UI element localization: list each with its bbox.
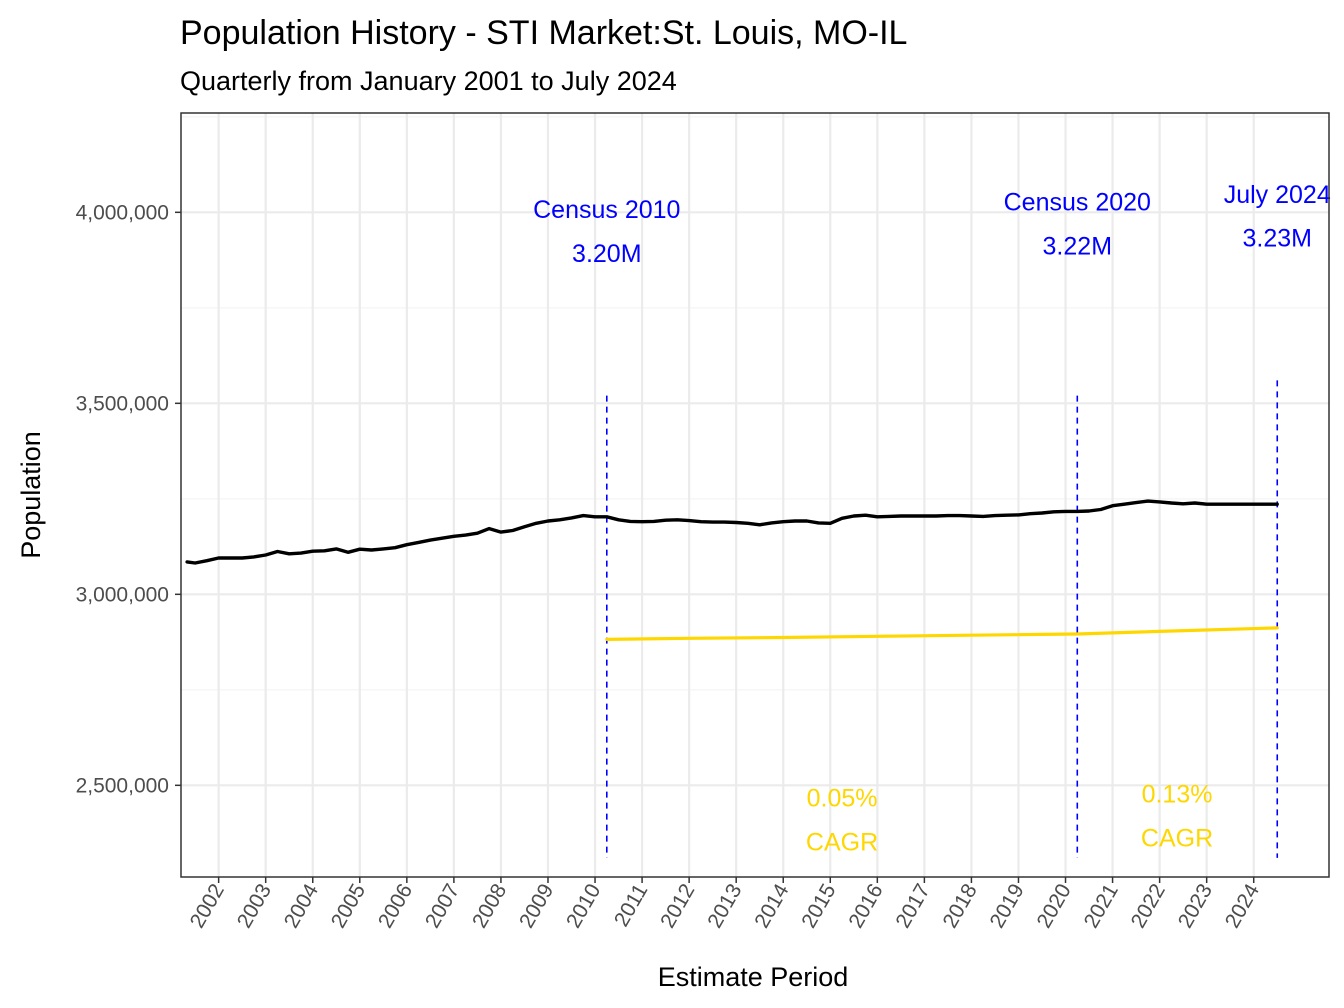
x-tick-label: 2004: [280, 880, 323, 932]
chart-subtitle: Quarterly from January 2001 to July 2024: [180, 66, 677, 96]
x-tick-label: 2018: [938, 880, 981, 932]
x-tick-label: 2011: [610, 880, 653, 931]
x-tick-label: 2021: [1080, 880, 1123, 932]
data-series: [185, 499, 1279, 642]
x-tick-label: 2003: [233, 880, 276, 932]
annotations: Census 2010 3.20M Census 2020 3.22M July 202…: [533, 181, 1331, 856]
x-tick-label: 2014: [750, 880, 793, 932]
x-tick-label: 2019: [986, 880, 1029, 932]
y-axis-title: Population: [16, 431, 46, 559]
x-tick-label: 2008: [468, 880, 511, 932]
x-tick-label: 2016: [844, 880, 887, 932]
annotation-label: Census 2010: [533, 196, 680, 224]
x-tick-label: 2013: [703, 880, 746, 932]
x-tick-label: 2002: [186, 880, 229, 932]
y-tick-label: 3,500,000: [76, 392, 169, 415]
x-tick-label: 2024: [1221, 880, 1264, 932]
x-axis-title: Estimate Period: [658, 962, 849, 992]
x-tick-label: 2023: [1174, 880, 1217, 932]
chart-title: Population History - STI Market:St. Loui…: [180, 14, 907, 52]
minor-gridlines: [181, 116, 1329, 691]
x-tick-label: 2017: [891, 880, 934, 932]
annotation-label: July 2024: [1224, 181, 1331, 209]
x-tick-label: 2022: [1127, 880, 1170, 932]
y-tick-label: 3,000,000: [76, 583, 169, 606]
annotation-value: CAGR: [1141, 824, 1213, 852]
x-tick-label: 2009: [515, 880, 558, 932]
y-tick-label: 4,000,000: [76, 201, 169, 224]
x-tick-label: 2007: [421, 880, 464, 932]
reference-lines: [605, 380, 1279, 858]
x-tick-label: 2006: [374, 880, 417, 932]
annotation-value: 3.20M: [572, 240, 641, 268]
annotation-value: 3.23M: [1243, 225, 1312, 253]
x-tick-label: 2015: [797, 880, 840, 932]
plot-panel: [181, 113, 1329, 877]
major-gridlines: [181, 113, 1329, 877]
x-tick-label: 2010: [562, 880, 605, 932]
annotation-value: 3.22M: [1043, 232, 1112, 260]
y-axis: 2,500,000 3,000,000 3,500,000 4,000,000: [76, 201, 181, 797]
cagr-trend-line: [605, 626, 1279, 642]
annotation-value: CAGR: [806, 828, 878, 856]
x-tick-label: 2012: [656, 880, 699, 932]
population-line: [185, 499, 1279, 565]
x-axis: 2002 2003 2004 2005 2006 2007 2008 2009 2010 2011…: [186, 877, 1264, 932]
plot-border: [180, 112, 1330, 878]
annotation-label: 0.13%: [1142, 781, 1213, 809]
annotation-label: 0.05%: [807, 784, 878, 812]
x-tick-label: 2020: [1033, 880, 1076, 932]
x-tick-label: 2005: [327, 880, 370, 932]
annotation-label: Census 2020: [1004, 188, 1151, 216]
y-tick-label: 2,500,000: [76, 774, 169, 797]
